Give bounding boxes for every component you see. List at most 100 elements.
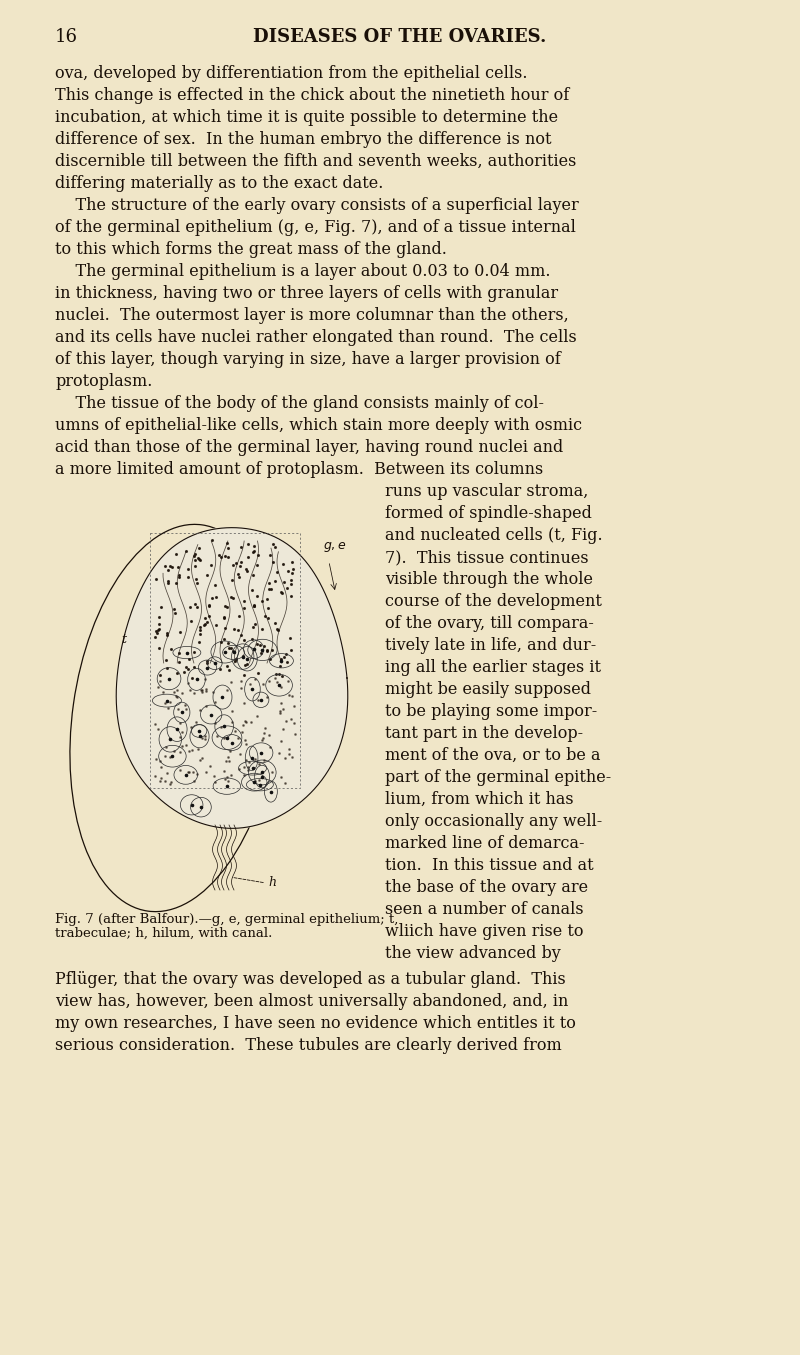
Point	[222, 770, 234, 791]
Point	[274, 702, 286, 724]
Point	[233, 759, 246, 780]
Point	[199, 762, 212, 783]
Point	[192, 738, 205, 760]
Point	[252, 768, 265, 790]
Point	[176, 734, 189, 756]
Point	[221, 726, 234, 748]
Point	[234, 551, 247, 573]
Point	[247, 596, 260, 618]
Point	[219, 618, 232, 640]
Text: protoplasm.: protoplasm.	[55, 373, 152, 390]
Point	[188, 641, 201, 663]
Point	[159, 737, 172, 759]
Point	[198, 668, 211, 690]
Point	[189, 550, 202, 572]
Point	[198, 728, 211, 749]
Point	[168, 603, 181, 625]
Point	[181, 642, 194, 664]
Point	[214, 657, 226, 679]
Text: view has, however, been almost universally abandoned, and, in: view has, however, been almost universal…	[55, 993, 568, 1009]
Point	[184, 610, 197, 631]
Point	[274, 648, 287, 669]
Point	[223, 659, 236, 680]
Point	[233, 606, 246, 627]
Point	[186, 667, 199, 688]
Point	[172, 566, 185, 588]
Point	[231, 564, 244, 585]
Text: the view advanced by: the view advanced by	[385, 944, 561, 962]
Point	[238, 654, 251, 676]
Point	[152, 718, 165, 740]
Point	[215, 717, 228, 738]
Point	[226, 640, 239, 661]
Point	[201, 650, 214, 672]
Point	[237, 645, 250, 667]
Point	[262, 607, 274, 629]
Point	[245, 711, 258, 733]
Point	[246, 541, 259, 562]
Point	[178, 661, 190, 683]
Point	[151, 619, 164, 641]
Point	[207, 766, 220, 787]
Point	[209, 691, 222, 713]
Point	[258, 749, 270, 771]
Point	[246, 629, 258, 650]
Point	[254, 634, 266, 656]
Point	[190, 711, 202, 733]
Point	[165, 638, 178, 660]
Point	[272, 664, 285, 686]
Text: h: h	[268, 877, 276, 889]
Point	[238, 729, 251, 751]
Text: in thickness, having two or three layers of cells with granular: in thickness, having two or three layers…	[55, 285, 558, 302]
Point	[203, 755, 216, 776]
Point	[162, 572, 174, 593]
Point	[166, 745, 179, 767]
Point	[277, 699, 290, 721]
Point	[196, 679, 209, 701]
Point	[158, 770, 171, 791]
Point	[148, 713, 161, 734]
Point	[266, 762, 278, 783]
Point	[236, 721, 249, 743]
Point	[226, 701, 238, 722]
Polygon shape	[116, 527, 348, 828]
Point	[236, 714, 249, 736]
Point	[149, 766, 162, 787]
Point	[164, 556, 177, 577]
Point	[150, 568, 162, 589]
Point	[284, 638, 297, 660]
Point	[248, 668, 261, 690]
Point	[170, 663, 183, 684]
Point	[266, 551, 279, 573]
Point	[288, 724, 301, 745]
Point	[205, 703, 218, 725]
Point	[202, 595, 215, 617]
Point	[200, 678, 213, 699]
Text: of the ovary, till compara-: of the ovary, till compara-	[385, 615, 594, 631]
Point	[208, 652, 221, 673]
Point	[221, 775, 234, 797]
Point	[251, 706, 264, 728]
Point	[240, 560, 253, 581]
Point	[204, 554, 217, 576]
Point	[193, 547, 206, 569]
Text: DISEASES OF THE OVARIES.: DISEASES OF THE OVARIES.	[254, 28, 546, 46]
Point	[176, 721, 189, 743]
Point	[226, 587, 239, 608]
Point	[182, 760, 194, 782]
Text: formed of spindle-shaped: formed of spindle-shaped	[385, 505, 592, 522]
Point	[187, 770, 200, 791]
Point	[269, 537, 282, 558]
Point	[220, 656, 233, 678]
Point	[164, 691, 177, 713]
Point	[210, 614, 222, 635]
Point	[248, 541, 261, 562]
Point	[258, 722, 270, 744]
Text: The germinal epithelium is a layer about 0.03 to 0.04 mm.: The germinal epithelium is a layer about…	[55, 263, 550, 280]
Text: marked line of demarca-: marked line of demarca-	[385, 835, 585, 852]
Point	[153, 614, 166, 635]
Text: 16: 16	[55, 28, 78, 46]
Point	[275, 676, 288, 698]
Point	[170, 572, 182, 593]
Point	[194, 749, 206, 771]
